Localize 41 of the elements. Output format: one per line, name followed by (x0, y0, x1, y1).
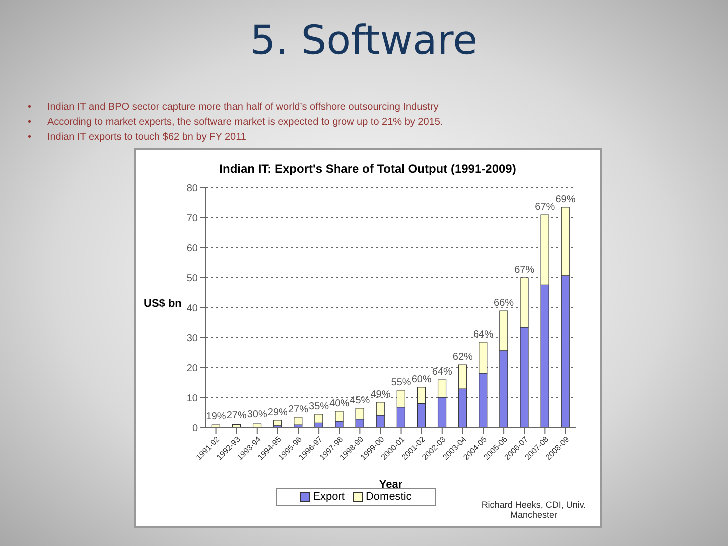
bar (274, 420, 282, 426)
annotation: 64% (432, 367, 453, 378)
text: • According to market experts, the software market is expected to grow up to 21% by 2015. (28, 116, 444, 130)
annotation: 40% (330, 398, 350, 410)
y-tick-label: 20 (186, 364, 198, 375)
y-tick-label: 70 (186, 214, 198, 225)
annotation: 55% (391, 378, 412, 388)
annotation: 66% (494, 298, 514, 309)
annotation: 30% (247, 410, 268, 421)
legend-label: Export (313, 491, 345, 503)
annotation: 69% (556, 194, 576, 206)
y-axis-title: US$ bn (144, 298, 182, 310)
annotation: 49% (370, 390, 391, 400)
y-tick-label: 30 (186, 334, 198, 345)
y-tick-label: 50 (186, 274, 198, 285)
annotation: 27% (288, 404, 309, 416)
bar (294, 417, 303, 426)
annotation: 64% (473, 330, 494, 340)
y-tick-label: 60 (186, 244, 198, 255)
annotation: 45% (350, 396, 370, 406)
y-tick-label: 40 (186, 304, 198, 315)
x-axis-title: Year (379, 479, 404, 491)
annotation: 27% (226, 410, 247, 422)
annotation: 19% (206, 411, 226, 422)
y-tick-label: 80 (186, 184, 198, 195)
chart-subtitle: Indian IT: Export's Share of Total Output (1991-2009) (218, 162, 518, 176)
annotation: 62% (452, 352, 474, 363)
y-tick-label: 10 (186, 394, 198, 405)
bar (314, 414, 324, 424)
chart-title: 5. Software (249, 18, 479, 64)
bar (212, 424, 220, 428)
text: • Indian IT and BPO sector capture more than half of world’s offshore outsourcing Industry (28, 101, 440, 115)
annotation: 29% (268, 408, 288, 418)
text: • Indian IT exports to touch $62 bn by FY 2011 (28, 131, 248, 145)
text: Richard Heeks, CDI, Univ. Manchester (480, 500, 588, 520)
annotation: 60% (412, 374, 432, 386)
annotation: 35% (309, 402, 330, 412)
y-tick-label: 0 (192, 424, 198, 435)
annotation: 67% (535, 202, 556, 213)
annotation: 67% (514, 265, 535, 276)
legend-label: Domestic (366, 491, 412, 503)
